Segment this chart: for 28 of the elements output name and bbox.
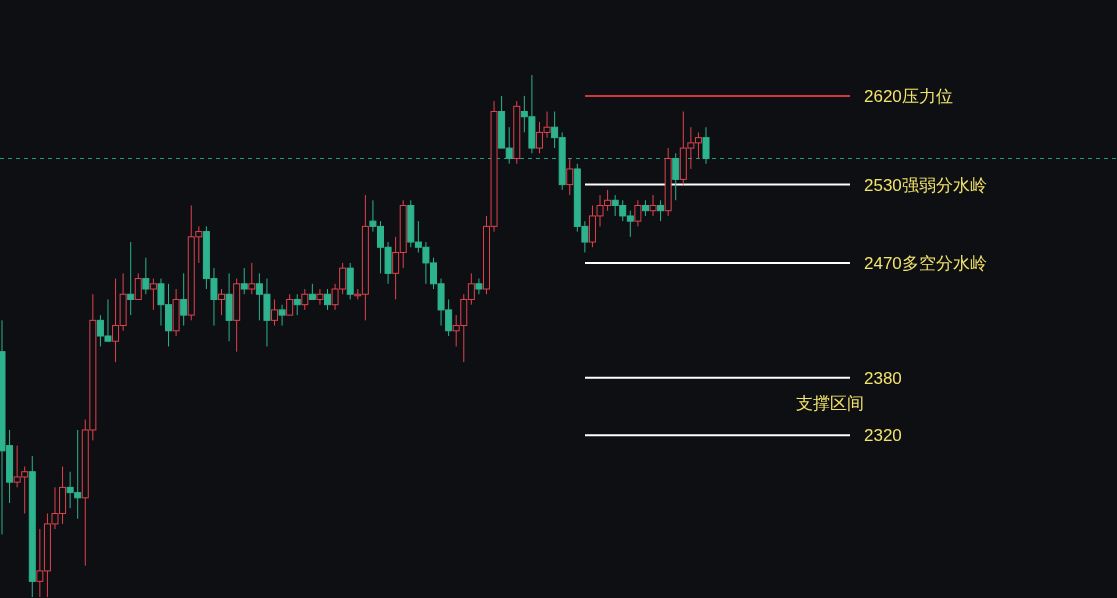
candlestick (634, 199, 642, 227)
text: 2320 (864, 426, 902, 446)
candlestick (142, 257, 150, 295)
text: 支撑区间 (796, 394, 864, 413)
candlestick (657, 199, 665, 222)
candlestick (475, 278, 483, 295)
candlestick (127, 241, 135, 316)
candlestick (702, 126, 710, 165)
candlestick (218, 288, 226, 316)
ref-line-label: 2620压力位 (864, 86, 953, 106)
candlestick (324, 288, 332, 311)
text: 2380 (864, 368, 902, 388)
candlestick (301, 288, 309, 311)
ref-line-label: 2470多空分水岭 (864, 253, 987, 273)
candlestick (649, 194, 657, 217)
ref-line-label: 2530强弱分水岭 (864, 175, 987, 195)
candlestick (316, 288, 324, 306)
candlestick (286, 293, 294, 316)
candlestick (293, 293, 301, 316)
candlestick (248, 262, 256, 295)
candlestick (566, 158, 574, 196)
candlestick (271, 298, 279, 327)
candlestick (240, 267, 248, 295)
candlestick (149, 278, 157, 311)
candlestick (278, 304, 286, 327)
candlestick (672, 152, 680, 201)
candlestick (180, 272, 188, 327)
candlestick (134, 272, 142, 300)
